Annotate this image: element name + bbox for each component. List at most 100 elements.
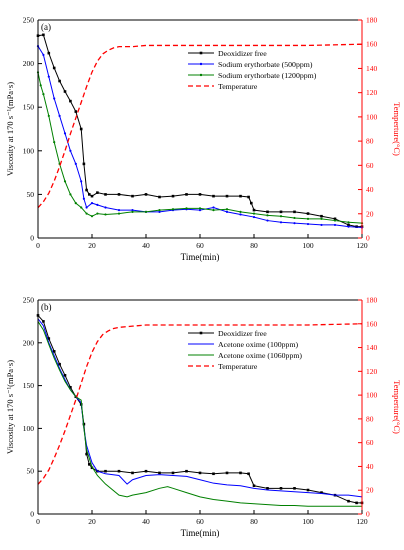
y-axis-right-title: Temperture(°C) — [392, 102, 402, 156]
data-point — [80, 180, 83, 183]
data-point — [82, 197, 85, 200]
data-point — [74, 162, 77, 165]
data-point — [63, 90, 67, 93]
series-line-deoxidizer-free — [38, 315, 362, 504]
data-point — [212, 208, 215, 212]
data-point — [279, 215, 283, 218]
data-point — [63, 374, 67, 377]
y-left-tick-label: 150 — [23, 381, 35, 390]
y-left-tick-label: 200 — [23, 338, 35, 347]
y-right-tick-label: 0 — [366, 234, 370, 243]
y-right-tick-label: 80 — [366, 137, 374, 146]
data-point — [158, 208, 161, 212]
y-left-tick-label: 0 — [30, 510, 34, 519]
data-point — [158, 471, 161, 475]
y-left-tick-label: 50 — [27, 467, 35, 476]
data-point — [171, 471, 175, 475]
data-point — [279, 210, 283, 214]
data-point — [52, 350, 56, 353]
y-axis-left-title: Viscosity at 170 s⁻¹(mPa·s) — [5, 82, 15, 176]
y-left-tick-label: 100 — [23, 146, 35, 155]
x-tick-label: 0 — [36, 517, 40, 526]
data-point — [74, 110, 78, 113]
data-point — [79, 127, 83, 131]
data-point — [293, 216, 296, 220]
series-line-acetone-oxime-1060ppm — [38, 321, 362, 507]
data-point — [212, 194, 215, 198]
series-line-temperature — [38, 43, 362, 209]
data-point — [333, 223, 337, 227]
x-axis-title: Time(min) — [181, 528, 220, 538]
legend-marker — [199, 62, 203, 66]
data-point — [90, 202, 94, 205]
data-point — [306, 222, 310, 226]
data-point — [47, 51, 51, 55]
data-point — [225, 194, 229, 198]
data-point — [69, 99, 72, 103]
y-right-tick-label: 80 — [366, 414, 374, 423]
data-point — [306, 217, 310, 220]
data-point — [104, 469, 107, 473]
y-axis-left-title: Viscosity at 170 s⁻¹(mPa·s) — [5, 360, 15, 454]
x-tick-label: 40 — [142, 241, 150, 250]
y-right-tick-label: 40 — [366, 185, 374, 194]
data-point — [293, 222, 296, 225]
x-tick-label: 100 — [302, 517, 314, 526]
data-point — [225, 208, 229, 211]
data-point — [355, 225, 358, 228]
panel-label: (b) — [41, 302, 52, 312]
data-point — [104, 193, 107, 196]
data-point — [144, 193, 148, 196]
x-tick-label: 20 — [88, 517, 96, 526]
y-left-tick-label: 50 — [27, 190, 35, 199]
y-right-tick-label: 20 — [366, 486, 374, 495]
data-point — [293, 210, 296, 214]
legend-marker — [199, 51, 203, 55]
data-point — [69, 386, 72, 389]
data-point — [198, 207, 202, 210]
data-point — [266, 487, 269, 490]
y-right-tick-label: 120 — [366, 367, 378, 376]
data-point — [347, 499, 350, 503]
y-right-tick-label: 100 — [366, 391, 378, 400]
data-point — [85, 452, 88, 456]
panel-b: 0 20 40 60 80 100 1200501001502002500204060801… — [5, 296, 402, 539]
data-point — [96, 203, 99, 206]
data-point — [239, 213, 242, 216]
data-point — [185, 193, 188, 196]
data-point — [88, 193, 91, 196]
data-point — [85, 212, 88, 215]
data-point — [104, 213, 107, 216]
data-point — [52, 66, 56, 70]
data-point — [117, 212, 121, 215]
y-left-tick-label: 0 — [30, 234, 34, 243]
x-tick-label: 60 — [196, 241, 204, 250]
data-point — [90, 215, 94, 218]
data-point — [247, 472, 250, 476]
data-point — [250, 201, 253, 205]
data-point — [58, 114, 61, 118]
data-point — [82, 162, 86, 166]
y-right-tick-label: 60 — [366, 438, 374, 447]
data-point — [333, 217, 337, 221]
data-point — [239, 194, 242, 198]
x-tick-label: 80 — [250, 517, 258, 526]
data-point — [104, 206, 107, 209]
y-left-tick-label: 250 — [23, 296, 35, 305]
data-point — [144, 210, 148, 213]
y-right-tick-label: 180 — [366, 296, 378, 305]
data-point — [131, 194, 134, 198]
x-tick-label: 60 — [196, 517, 204, 526]
data-point — [42, 320, 45, 323]
data-point — [266, 210, 269, 214]
panel-a: 0 20 40 60 80 100 1200501001502002500204060801… — [5, 16, 402, 263]
data-point — [225, 210, 229, 213]
y-right-tick-label: 140 — [366, 64, 378, 73]
data-point — [85, 188, 88, 192]
data-point — [158, 210, 161, 213]
x-axis-title: Time(min) — [181, 252, 220, 262]
data-point — [42, 93, 45, 96]
data-point — [47, 114, 50, 118]
data-point — [355, 501, 358, 505]
